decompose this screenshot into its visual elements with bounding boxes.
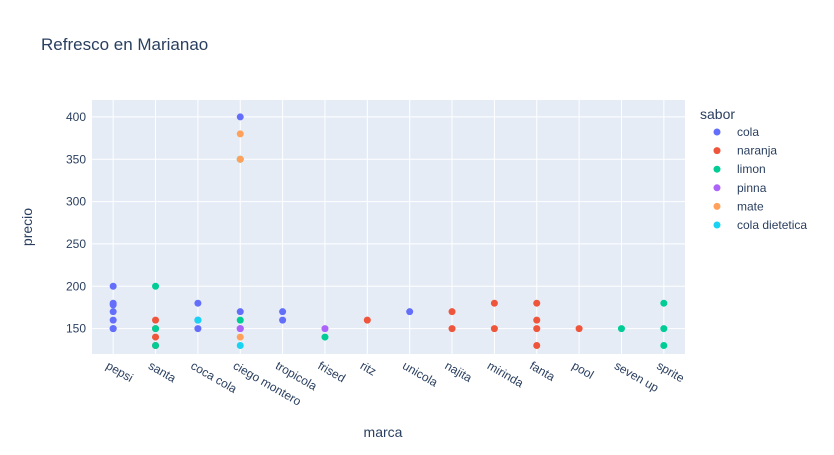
chart-title: Refresco en Marianao [41,35,208,54]
y-tick-label: 200 [66,279,86,293]
legend-entry: limon [737,162,766,176]
data-point [236,333,244,341]
x-axis-title: marca [364,424,403,440]
data-point [533,342,541,350]
data-point [152,333,160,341]
legend: sabor cola naranja limon pinna mate cola diet… [700,106,807,232]
data-point [321,325,329,333]
x-tick-label: coca cola [188,358,239,396]
legend-marker [713,147,721,155]
data-point [533,325,541,333]
data-point [194,325,202,333]
data-point [660,342,668,350]
x-tick-label: pool [570,358,597,381]
legend-marker [713,165,721,173]
data-point [236,130,244,138]
data-point [194,299,202,307]
plot-background [92,100,685,354]
data-point [490,325,498,333]
legend-entry: pinna [737,181,767,195]
data-point [236,342,244,350]
data-point [279,316,287,324]
x-tick-label: santa [146,358,179,385]
legend-entry: mate [737,199,764,213]
data-point [236,155,244,163]
data-point [406,308,414,316]
legend-entry: naranja [737,144,777,158]
y-tick-label: 350 [66,152,86,166]
y-tick-label: 250 [66,237,86,251]
data-point [533,299,541,307]
data-point [109,301,117,309]
legend-entry: cola dietetica [737,218,807,232]
legend-title: sabor [700,106,735,122]
data-point [236,308,244,316]
data-point [448,308,456,316]
data-point [660,325,668,333]
legend-marker [713,184,721,192]
data-point [575,325,583,333]
y-tick-label: 300 [66,195,86,209]
data-point [490,299,498,307]
data-point [236,113,244,121]
data-point [236,316,244,324]
x-tick-label: mirinda [485,358,526,390]
data-point [236,325,244,333]
x-tick-label: fanta [527,358,557,384]
data-point [617,325,625,333]
data-point [279,308,287,316]
data-point [533,316,541,324]
data-point [363,316,371,324]
data-point [109,308,117,316]
y-tick-label: 400 [66,110,86,124]
data-point [109,325,117,333]
data-point [660,299,668,307]
x-tick-label: pepsi [104,358,136,384]
data-point [109,282,117,290]
data-point [152,342,160,350]
legend-marker [713,221,721,229]
legend-entry: cola [737,125,759,139]
x-tick-label: seven up [612,358,661,395]
data-point [152,325,160,333]
legend-marker [713,202,721,210]
data-point [194,316,202,324]
y-tick-label: 150 [66,322,86,336]
y-axis-title: precio [19,208,35,246]
x-tick-label: frised [315,358,347,385]
x-tick-label: unicola [400,358,440,389]
legend-marker [713,128,721,136]
x-tick-label: najita [443,358,475,385]
data-point [448,325,456,333]
x-tick-label: ritz [358,358,379,378]
data-point [109,316,117,324]
data-point [152,316,160,324]
data-point [321,333,329,341]
data-point [152,282,160,290]
